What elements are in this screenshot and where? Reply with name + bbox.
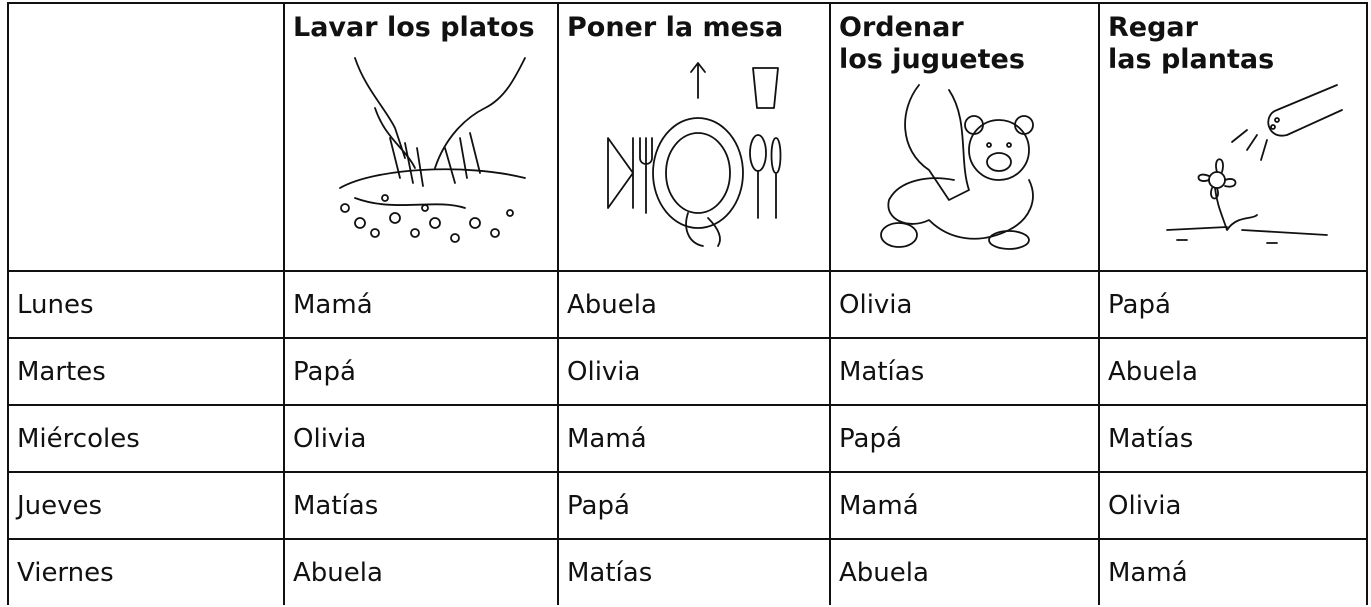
person-cell: Abuela	[557, 270, 831, 339]
header-cell: Regar las plantas	[1098, 2, 1368, 272]
person-cell: Matías	[557, 538, 831, 605]
table-row: Miércoles Olivia Mamá Papá Matías	[7, 404, 1368, 473]
person-cell: Olivia	[557, 337, 831, 406]
person-cell: Olivia	[283, 404, 559, 473]
person-cell: Abuela	[829, 538, 1100, 605]
header-row: Lavar los platos Poner la mesa	[7, 2, 1368, 272]
table-row: Lunes Mamá Abuela Olivia Papá	[7, 270, 1368, 339]
person-cell: Mamá	[829, 471, 1100, 540]
person-cell: Olivia	[829, 270, 1100, 339]
person-cell: Abuela	[1098, 337, 1368, 406]
table-row: Viernes Abuela Matías Abuela Mamá	[7, 538, 1368, 605]
person-cell: Mamá	[1098, 538, 1368, 605]
person-cell: Mamá	[283, 270, 559, 339]
table-row: Martes Papá Olivia Matías Abuela	[7, 337, 1368, 406]
day-cell: Martes	[7, 337, 285, 406]
table-body: Lunes Mamá Abuela Olivia Papá Martes Papá Olivi…	[7, 270, 1368, 605]
column-title: Regar las plantas	[1108, 12, 1275, 75]
column-title: Ordenar los juguetes	[839, 12, 1025, 75]
header-cell: Poner la mesa	[557, 2, 831, 272]
chore-table: Lavar los platos Poner la mesa	[7, 2, 1368, 605]
table-setting-icon	[607, 62, 782, 247]
person-cell: Papá	[283, 337, 559, 406]
day-cell: Jueves	[7, 471, 285, 540]
column-title: Lavar los platos	[293, 12, 535, 43]
person-cell: Matías	[1098, 404, 1368, 473]
day-cell: Miércoles	[7, 404, 285, 473]
person-cell: Mamá	[557, 404, 831, 473]
person-cell: Papá	[1098, 270, 1368, 339]
person-cell: Papá	[829, 404, 1100, 473]
header-cell: Ordenar los juguetes	[829, 2, 1100, 272]
person-cell: Matías	[829, 337, 1100, 406]
person-cell: Olivia	[1098, 471, 1368, 540]
person-cell: Matías	[283, 471, 559, 540]
teddy-bear-icon	[879, 84, 1034, 250]
day-cell: Lunes	[7, 270, 285, 339]
table-row: Jueves Matías Papá Mamá Olivia	[7, 471, 1368, 540]
person-cell: Abuela	[283, 538, 559, 605]
watering-icon	[1166, 84, 1343, 244]
column-title: Poner la mesa	[567, 12, 784, 43]
dish-washing-icon	[339, 57, 526, 243]
corner-cell	[7, 2, 285, 272]
person-cell: Papá	[557, 471, 831, 540]
day-cell: Viernes	[7, 538, 285, 605]
header-cell: Lavar los platos	[283, 2, 559, 272]
